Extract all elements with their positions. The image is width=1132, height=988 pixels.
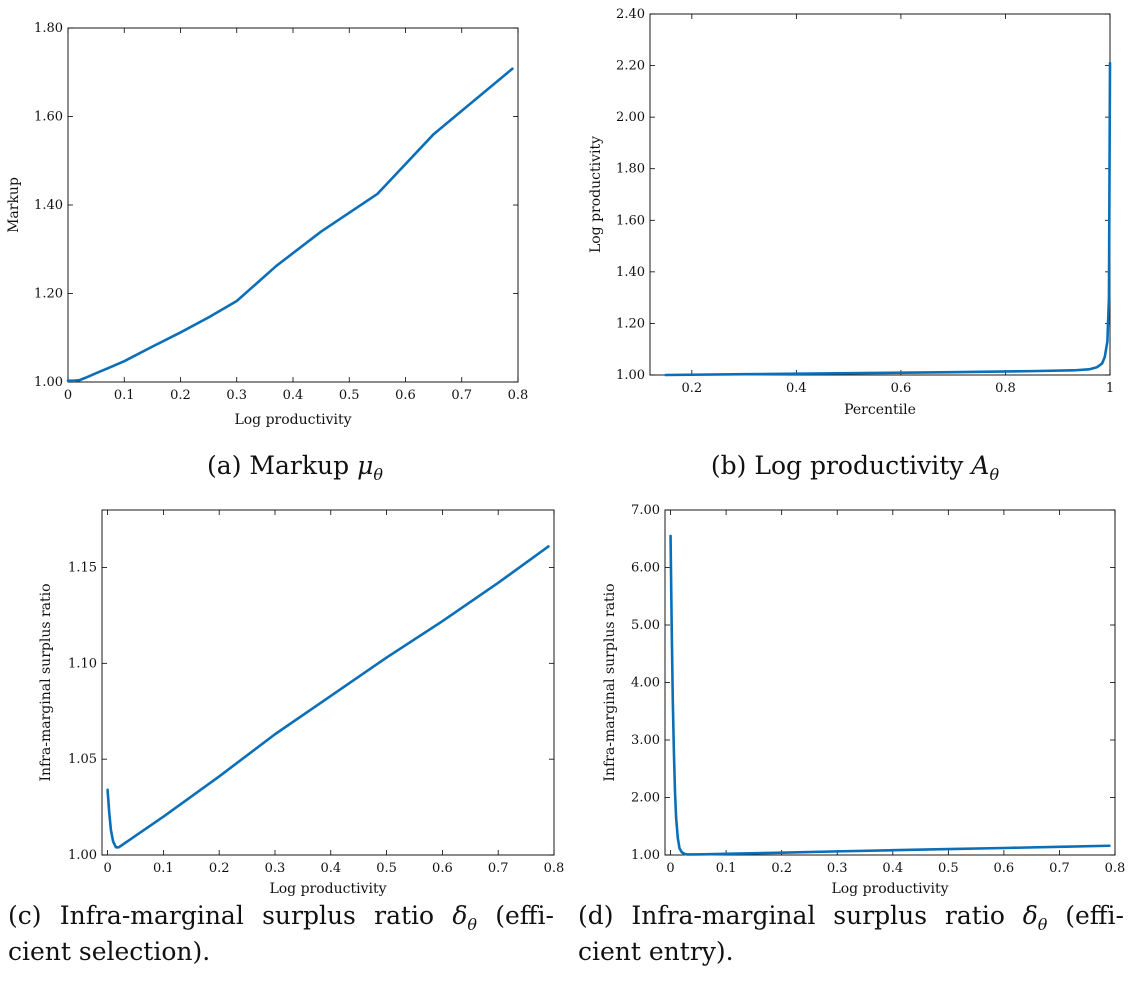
- caption-d-symbol: δ: [1022, 901, 1038, 930]
- x-tick-label: 0.7: [1049, 861, 1070, 876]
- y-tick-label: 1.00: [616, 368, 645, 383]
- x-tick-label: 1: [1106, 381, 1114, 396]
- y-tick-label: 1.00: [631, 848, 660, 863]
- x-tick-label: 0.5: [376, 861, 397, 876]
- x-tick-label: 0.4: [320, 861, 341, 876]
- caption-a-subscript: θ: [373, 465, 383, 484]
- y-tick-label: 1.10: [68, 656, 97, 671]
- x-tick-label: 0: [64, 388, 72, 403]
- x-tick-label: 0.5: [339, 388, 360, 403]
- x-tick-label: 0.3: [226, 388, 247, 403]
- y-tick-label: 1.80: [616, 162, 645, 177]
- x-tick-label: 0.1: [716, 861, 737, 876]
- plot-frame: [664, 509, 1116, 856]
- x-tick-label: 0.2: [209, 861, 230, 876]
- x-tick-label: 0: [103, 861, 111, 876]
- x-tick-label: 0.2: [170, 388, 191, 403]
- x-tick-label: 0.1: [153, 861, 174, 876]
- plot-frame: [649, 13, 1111, 376]
- x-tick-label: 0.6: [994, 861, 1015, 876]
- x-tick-label: 0.4: [786, 381, 807, 396]
- series-line: [66, 67, 514, 382]
- y-tick-label: 7.00: [631, 503, 660, 518]
- caption-d-line2: cient entry).: [578, 936, 734, 966]
- panel-c-surplus-selection: 0 0.1 0.2 0.3 0.4 0.5 0.6 0.7 0.8 1.00 1.05 1.10 1.1…: [38, 509, 565, 897]
- y-tick-label: 3.00: [631, 733, 660, 748]
- y-tick-label: 1.40: [616, 265, 645, 280]
- y-tick-label: 2.20: [616, 59, 645, 74]
- x-tick-label: 0.8: [544, 861, 565, 876]
- y-tick-label: 1.05: [68, 752, 97, 767]
- y-axis-label: Infra-marginal surplus ratio: [602, 583, 618, 781]
- caption-d-text: (d) Infra-marginal surplus ratio: [578, 901, 1023, 930]
- caption-a-text: (a) Markup: [207, 451, 358, 480]
- series-line: [664, 61, 1112, 377]
- x-tick-label: 0.6: [432, 861, 453, 876]
- y-tick-label: 1.00: [68, 848, 97, 863]
- x-tick-label: 0.3: [265, 861, 286, 876]
- plot-frame: [67, 27, 519, 383]
- caption-d-subscript: θ: [1037, 915, 1048, 934]
- x-tick-label: 0.8: [995, 381, 1016, 396]
- x-tick-label: 0.2: [771, 861, 792, 876]
- caption-a: (a) Markup μθ: [60, 450, 530, 486]
- x-axis-label: Log productivity: [234, 412, 351, 428]
- caption-a-symbol: μ: [357, 451, 374, 480]
- y-axis-label: Log productivity: [588, 136, 604, 253]
- caption-c-subscript: θ: [467, 915, 478, 934]
- caption-b-subscript: θ: [989, 465, 1000, 484]
- x-tick-label: 0.3: [827, 861, 848, 876]
- series-line: [106, 545, 550, 849]
- y-tick-label: 1.60: [34, 110, 63, 125]
- caption-c-line2: cient selection).: [8, 936, 211, 966]
- y-tick-label: 1.20: [616, 316, 645, 331]
- x-tick-label: 0.7: [451, 388, 472, 403]
- plot-frame: [101, 509, 555, 856]
- x-tick-label: 0.7: [488, 861, 509, 876]
- x-tick-label: 0.1: [114, 388, 135, 403]
- x-tick-label: 0: [666, 861, 674, 876]
- caption-c-line1: (c) Infra-marginal surplus ratio δθ (eff…: [8, 900, 554, 936]
- y-tick-label: 5.00: [631, 618, 660, 633]
- y-tick-label: 4.00: [631, 676, 660, 691]
- caption-d-text-end: (effi-: [1047, 901, 1124, 930]
- y-tick-label: 1.60: [616, 213, 645, 228]
- caption-b-text: (b) Log productivity: [710, 451, 972, 480]
- panel-b-log-productivity: 0.2 0.4 0.6 0.8 1 1.00 1.20 1.40 1.60 1.80 2.00 2.2…: [588, 7, 1114, 418]
- y-tick-label: 1.15: [68, 561, 97, 576]
- caption-d-line1: (d) Infra-marginal surplus ratio δθ (eff…: [578, 900, 1124, 936]
- y-tick-label: 1.80: [34, 21, 63, 36]
- panel-d-surplus-entry: 0 0.1 0.2 0.3 0.4 0.5 0.6 0.7 0.8 1.00 2.00 3.00 4.0…: [602, 503, 1125, 897]
- x-axis-label: Log productivity: [269, 881, 386, 897]
- x-tick-label: 0.8: [508, 388, 529, 403]
- panel-a-markup: 0 0.1 0.2 0.3 0.4 0.5 0.6 0.7 0.8 1.00 1.20 1.40 1.6…: [6, 21, 528, 428]
- x-tick-label: 0.8: [1105, 861, 1126, 876]
- caption-b-symbol: A: [971, 451, 990, 480]
- x-tick-label: 0.6: [891, 381, 912, 396]
- caption-b: (b) Log productivity Aθ: [590, 450, 1120, 486]
- x-axis-label: Percentile: [844, 402, 916, 418]
- caption-d: (d) Infra-marginal surplus ratio δθ (eff…: [578, 900, 1124, 968]
- caption-c: (c) Infra-marginal surplus ratio δθ (eff…: [8, 900, 554, 968]
- caption-c-symbol: δ: [452, 901, 468, 930]
- x-tick-label: 0.2: [681, 381, 702, 396]
- x-axis-label: Log productivity: [831, 881, 948, 897]
- y-tick-label: 1.20: [34, 287, 63, 302]
- y-axis-label: Markup: [6, 177, 22, 233]
- y-tick-label: 2.40: [616, 7, 645, 22]
- y-axis-label: Infra-marginal surplus ratio: [38, 583, 54, 781]
- x-tick-label: 0.6: [395, 388, 416, 403]
- x-tick-label: 0.5: [938, 861, 959, 876]
- series-line: [669, 534, 1111, 856]
- x-tick-label: 0.4: [882, 861, 903, 876]
- y-tick-label: 1.40: [34, 198, 63, 213]
- caption-c-text-end: (effi-: [477, 901, 555, 930]
- caption-c-text: (c) Infra-marginal surplus ratio: [8, 901, 453, 930]
- y-tick-label: 2.00: [616, 110, 645, 125]
- y-tick-label: 1.00: [34, 375, 63, 390]
- y-tick-label: 6.00: [631, 561, 660, 576]
- x-tick-label: 0.4: [283, 388, 304, 403]
- y-tick-label: 2.00: [631, 791, 660, 806]
